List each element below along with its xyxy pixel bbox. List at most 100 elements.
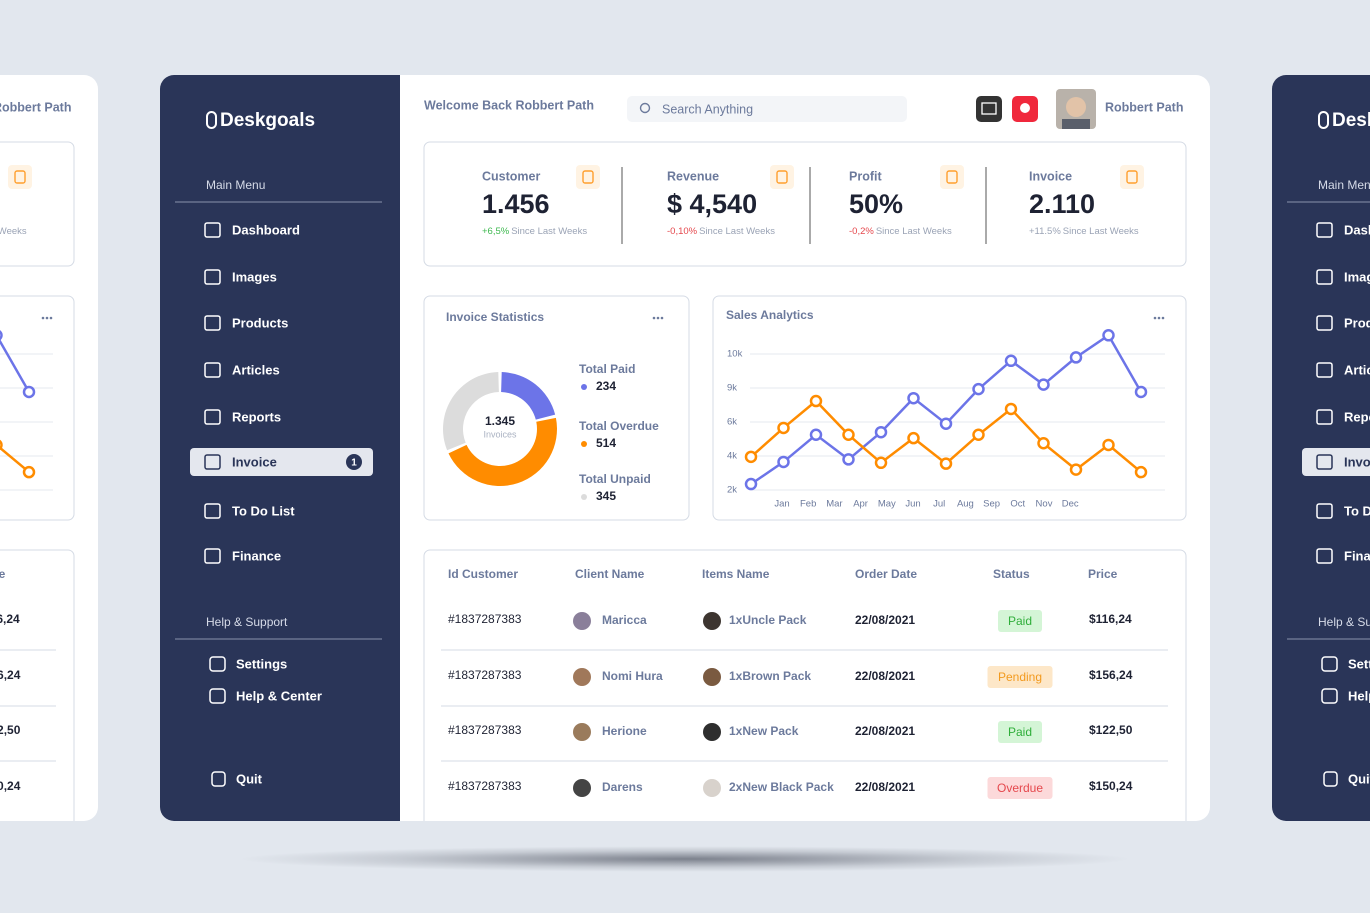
column-header: Id Customer xyxy=(448,567,518,581)
panel xyxy=(423,295,690,521)
menu-item[interactable]: Reports xyxy=(232,409,281,424)
order-date: 22/08/2021 xyxy=(855,669,915,683)
menu-item[interactable]: Images xyxy=(1344,269,1370,284)
series-point xyxy=(842,428,855,441)
menu-icon xyxy=(1316,454,1333,470)
x-tick-label: Jan xyxy=(774,499,789,510)
client-name: Herione xyxy=(602,724,647,738)
menu-item[interactable]: Reports xyxy=(1344,409,1370,424)
search-icon xyxy=(639,102,651,114)
quit[interactable]: Quit xyxy=(1348,771,1370,786)
mail-icon xyxy=(981,102,997,115)
search-placeholder[interactable]: Search Anything xyxy=(662,102,753,116)
legend-dot xyxy=(581,494,587,500)
legend-value: 514 xyxy=(596,436,616,450)
donut-segment xyxy=(448,417,557,486)
menu-icon xyxy=(204,548,221,564)
status-badge xyxy=(998,610,1042,632)
panel xyxy=(0,295,75,521)
item-avatar xyxy=(703,779,721,797)
menu-icon xyxy=(1316,548,1333,564)
item-name: 1xUncle Pack xyxy=(729,613,807,627)
quit[interactable]: Quit xyxy=(236,771,263,786)
stat-change-value: -0,2% xyxy=(849,226,874,237)
x-tick-label: Jun xyxy=(905,499,920,510)
more-dot xyxy=(49,316,53,320)
menu-item[interactable]: Articles xyxy=(1344,362,1370,377)
series-point xyxy=(1004,354,1018,368)
menu-icon xyxy=(204,315,221,331)
stat-value: 2.110 xyxy=(1029,189,1095,219)
menu-item[interactable]: To Do List xyxy=(1344,503,1370,518)
brand: Deskgoals xyxy=(220,110,315,131)
stat-label: Profit xyxy=(849,169,882,183)
stat-change-value: +11.5% xyxy=(1029,226,1061,237)
series-point xyxy=(874,425,888,439)
legend-label: Total Paid xyxy=(579,362,635,376)
menu-item[interactable]: Products xyxy=(232,315,288,330)
badge xyxy=(346,454,362,470)
status: Pending xyxy=(998,670,1042,684)
donut-total-label: Invoices xyxy=(483,429,517,439)
avatar-face xyxy=(1066,97,1086,117)
stat-value: 50% xyxy=(849,189,903,219)
customer-id: #1837287383 xyxy=(448,723,522,737)
menu-icon xyxy=(204,503,221,519)
more-dot xyxy=(1157,316,1161,320)
series-point xyxy=(0,330,3,341)
series-point xyxy=(777,455,790,469)
series-point xyxy=(0,439,3,451)
active-item xyxy=(190,448,373,476)
series-point xyxy=(907,431,920,445)
order-date: 22/08/2021 xyxy=(855,780,915,794)
series-point xyxy=(972,382,985,396)
stat-change-note: Since Last Weeks xyxy=(1063,226,1139,237)
menu-item[interactable]: Dashboard xyxy=(1344,222,1370,237)
stat-change-value: +6,5% xyxy=(482,226,510,237)
column-header: Price xyxy=(1088,567,1118,581)
status-badge xyxy=(998,721,1042,743)
legend-dot xyxy=(581,441,587,447)
panel xyxy=(0,549,75,821)
menu-icon xyxy=(1316,409,1333,425)
menu-item[interactable]: Products xyxy=(1344,315,1370,330)
help-title: Help & Support xyxy=(1318,615,1370,629)
panel xyxy=(0,141,75,267)
stat-icon xyxy=(1120,165,1144,189)
stat-icon-glyph xyxy=(582,170,594,184)
help-item[interactable]: Settings xyxy=(236,656,287,671)
menu-item[interactable]: Invoice xyxy=(1344,454,1370,469)
help-item[interactable]: Settings xyxy=(1348,656,1370,671)
stat-change-note: Since Last Weeks xyxy=(876,226,952,237)
preview-right: Deskgoals Main Menu Dashboard Images Product… xyxy=(1272,75,1370,821)
client-name: Nomi Hura xyxy=(602,669,663,683)
menu-item[interactable]: Finance xyxy=(232,548,281,563)
bell-icon xyxy=(1020,103,1030,113)
menu-item[interactable]: Images xyxy=(232,269,277,284)
menu-item[interactable]: Articles xyxy=(232,362,280,377)
series-point xyxy=(1069,463,1083,476)
stat-change: +6,5% Since Last Weeks xyxy=(482,226,587,237)
stat-value: 1.456 xyxy=(482,189,550,219)
user-name[interactable]: Robbert Path xyxy=(0,100,71,114)
stat-icon xyxy=(576,165,600,189)
more-dot xyxy=(660,316,664,320)
menu-item[interactable]: Dashboard xyxy=(232,222,300,237)
y-tick-label: 4k xyxy=(727,451,737,462)
status: Overdue xyxy=(997,781,1043,795)
menu-item[interactable]: Finance xyxy=(1344,548,1370,563)
mail-button xyxy=(976,96,1002,122)
card-shadow xyxy=(235,846,1135,872)
user-name[interactable]: Robbert Path xyxy=(1105,100,1183,114)
help-item[interactable]: Help & Center xyxy=(1348,688,1370,703)
menu-item[interactable]: To Do List xyxy=(232,503,295,518)
stat-change-value: -0,10% xyxy=(667,226,698,237)
help-item[interactable]: Help & Center xyxy=(236,688,322,703)
series-point xyxy=(907,391,920,405)
menu-item[interactable]: Invoice xyxy=(232,454,277,469)
